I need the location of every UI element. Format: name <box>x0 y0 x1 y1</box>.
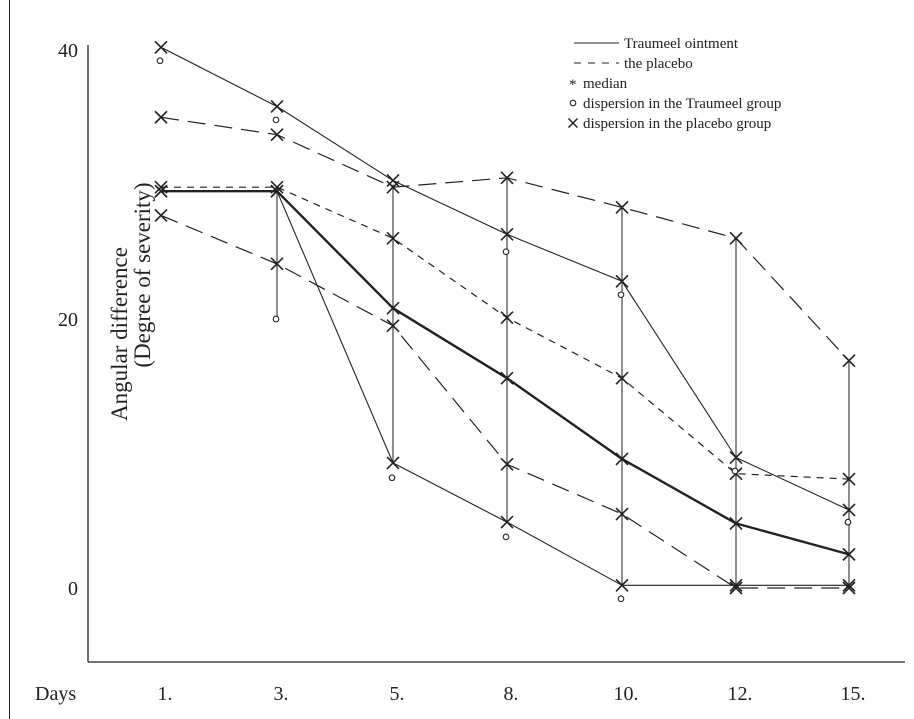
data-point-placebo-median <box>270 180 284 194</box>
y-tick-label: 20 <box>58 309 78 331</box>
data-point-traumeel-upper <box>386 173 400 188</box>
y-axis-label-line-2: (Degree of severity) <box>130 182 155 367</box>
traumeel-dispersion-point <box>502 533 510 541</box>
data-point-traumeel-lower <box>842 578 856 592</box>
series-line-traumeel-median <box>161 189 850 556</box>
data-point-traumeel-lower <box>386 456 400 470</box>
x-category-label: 5. <box>390 683 405 705</box>
markers-group <box>154 40 856 603</box>
data-point-placebo-lower <box>729 581 743 595</box>
x-category-label: 3. <box>274 683 289 705</box>
series-line-placebo-upper <box>160 116 850 362</box>
data-point-traumeel-median <box>842 547 856 561</box>
y-axis-label-line-1: Angular difference <box>107 247 132 421</box>
x-categories-group: Days 1. 3. 5. 8. 10. 12. 15. <box>35 683 866 705</box>
traumeel-dispersion-point <box>502 248 510 256</box>
legend: Traumeel ointment the placebo * median dispe… <box>567 36 781 132</box>
traumeel-dispersion-point <box>272 315 280 323</box>
data-point-traumeel-median <box>500 371 514 385</box>
data-point-placebo-lower <box>386 319 400 333</box>
x-axis-label: Days <box>35 683 76 705</box>
traumeel-dispersion-point <box>731 467 739 475</box>
data-point-traumeel-lower <box>729 578 743 592</box>
data-point-traumeel-upper <box>270 99 284 114</box>
data-point-placebo-lower <box>154 208 168 223</box>
data-point-placebo-median <box>615 371 629 385</box>
y-tick-label: 0 <box>68 578 78 600</box>
data-point-placebo-upper <box>842 354 856 368</box>
data-point-placebo-median <box>842 472 856 486</box>
left-border-line <box>9 0 10 719</box>
legend-label: dispersion in the placebo group <box>583 116 771 132</box>
data-point-traumeel-upper <box>154 40 168 54</box>
y-tick-label: 40 <box>58 40 78 62</box>
traumeel-dispersion-point <box>388 474 396 482</box>
x-category-label: 1. <box>158 683 173 705</box>
data-point-placebo-upper <box>615 200 629 214</box>
legend-x-symbol <box>567 117 579 129</box>
data-point-traumeel-upper <box>500 227 514 241</box>
data-point-traumeel-lower <box>615 578 629 592</box>
data-point-placebo-upper <box>270 128 284 142</box>
data-point-placebo-lower <box>842 581 856 595</box>
data-point-traumeel-lower <box>154 184 168 198</box>
data-point-placebo-lower <box>270 257 284 271</box>
data-point-placebo-upper <box>500 171 514 185</box>
data-point-traumeel-median <box>386 301 400 315</box>
series-line-placebo-lower <box>160 214 849 589</box>
data-point-placebo-median <box>386 231 400 245</box>
x-category-label: 15. <box>841 683 866 705</box>
data-point-placebo-upper <box>729 231 743 245</box>
x-category-label: 8. <box>504 683 519 705</box>
data-point-traumeel-lower <box>500 515 514 529</box>
axes-group <box>87 45 905 663</box>
traumeel-dispersion-point <box>617 595 625 603</box>
data-point-traumeel-lower <box>270 184 284 198</box>
data-point-traumeel-median <box>729 516 743 531</box>
data-point-traumeel-median <box>615 452 629 466</box>
data-point-placebo-median <box>500 311 514 325</box>
y-ticks-group: 0 20 40 <box>58 40 78 600</box>
data-point-traumeel-upper <box>729 450 743 465</box>
data-point-placebo-lower <box>615 507 629 521</box>
traumeel-dispersion-point <box>844 518 852 526</box>
traumeel-dispersion-point <box>617 291 625 299</box>
data-point-placebo-upper <box>154 110 168 124</box>
traumeel-dispersion-point <box>156 57 164 65</box>
legend-label: Traumeel ointment <box>624 36 739 52</box>
data-point-traumeel-upper <box>842 503 856 517</box>
legend-label: median <box>583 76 628 92</box>
x-category-label: 12. <box>728 683 753 705</box>
traumeel-dispersion-point <box>272 116 280 124</box>
data-point-placebo-lower <box>500 457 514 471</box>
legend-circle-symbol <box>569 99 577 107</box>
x-category-label: 10. <box>614 683 639 705</box>
y-axis-label-group: Angular difference(Degree of severity) <box>107 182 155 421</box>
series-line-placebo-median <box>161 186 850 480</box>
legend-label: dispersion in the Traumeel group <box>583 96 781 112</box>
legend-star-symbol: * <box>569 77 577 93</box>
data-point-traumeel-upper <box>615 274 629 288</box>
vertical-ranges-group <box>276 177 850 586</box>
legend-label: the placebo <box>624 56 693 72</box>
data-point-placebo-upper <box>386 180 400 194</box>
data-point-placebo-median <box>154 180 168 194</box>
